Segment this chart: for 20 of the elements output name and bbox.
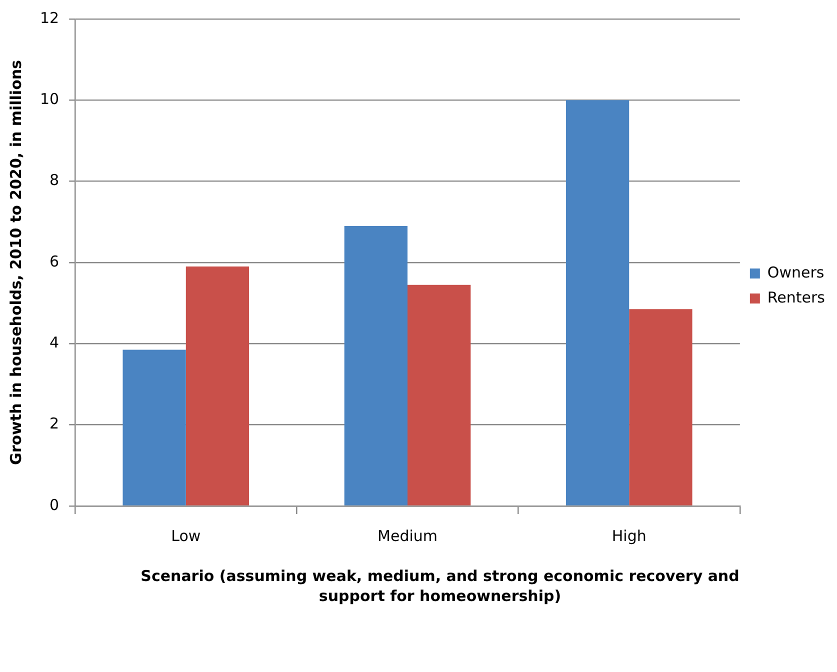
y-tick-label: 6 xyxy=(50,252,60,270)
y-tick-label: 2 xyxy=(50,414,60,433)
bar xyxy=(408,284,471,506)
y-tick-label: 10 xyxy=(40,90,60,108)
x-tick-label: Low xyxy=(171,526,201,545)
y-tick-label: 8 xyxy=(50,171,60,190)
legend-label: Owners xyxy=(767,263,824,282)
bar xyxy=(122,350,186,506)
y-tick-label: 12 xyxy=(40,8,60,27)
bar xyxy=(186,266,250,506)
x-tick-label: High xyxy=(612,526,646,545)
legend-label: Renters xyxy=(767,288,826,306)
y-axis-title: Growth in households, 2010 to 2020, in millions xyxy=(6,60,25,465)
y-tick-label: 4 xyxy=(50,334,60,352)
x-tick-label: Medium xyxy=(378,526,438,545)
bar xyxy=(344,226,408,506)
bar xyxy=(566,100,630,506)
x-axis-title: Scenario (assuming weak, medium, and strong economic recovery and support for homeownership) xyxy=(140,566,740,606)
y-tick-label: 0 xyxy=(50,496,60,514)
bar xyxy=(629,309,692,506)
